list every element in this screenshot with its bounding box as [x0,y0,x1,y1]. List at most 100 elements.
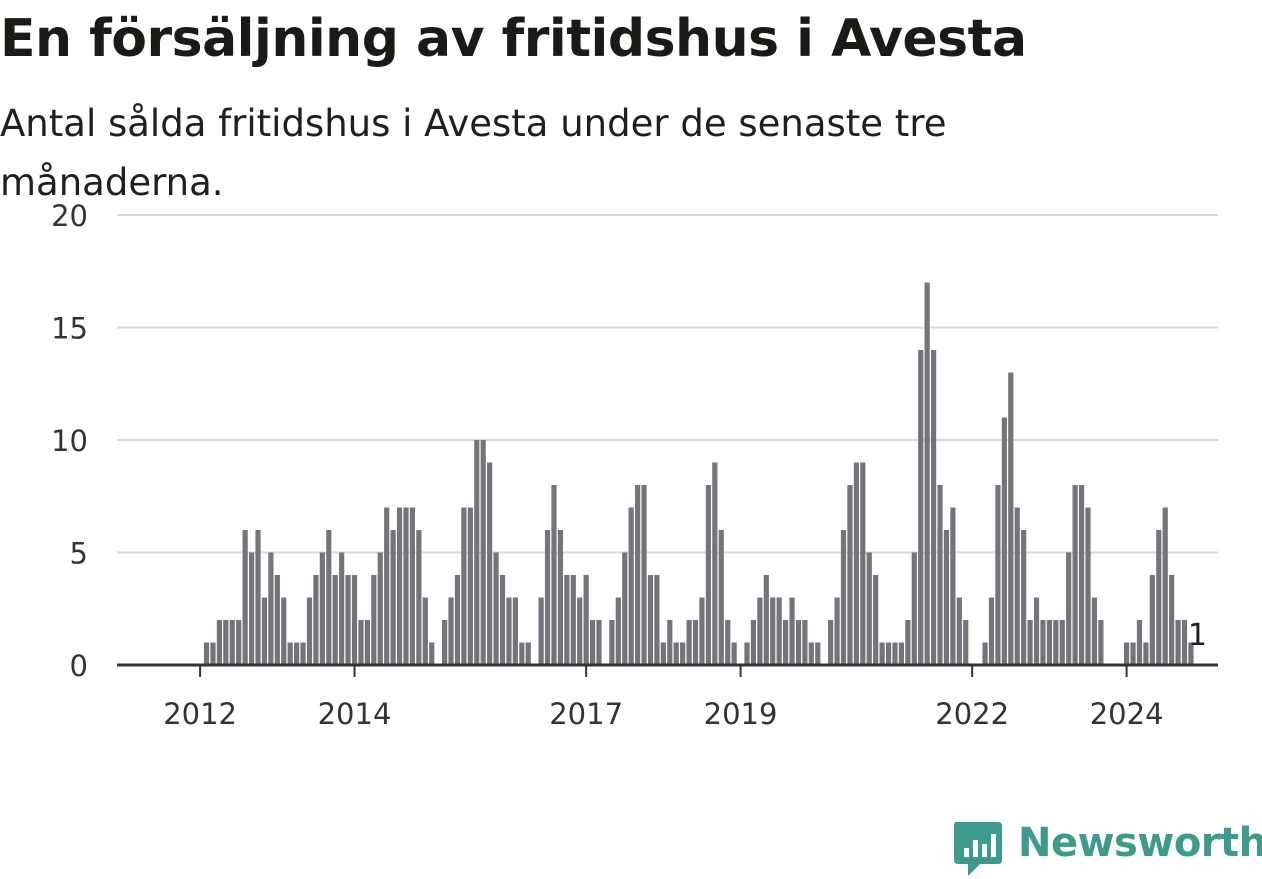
x-tick-label: 2019 [704,697,778,731]
bar [1169,575,1175,665]
bar [860,462,866,665]
bar [538,597,544,665]
bar [512,597,518,665]
bar [345,575,351,665]
x-axis-ticks: 2012 2014 2017 2019 2022 2024 [163,665,1164,731]
bar [358,620,364,665]
bar [203,642,210,665]
bar [577,597,583,665]
bar [660,642,666,665]
x-tick-label: 2014 [318,697,392,731]
bar [596,620,602,665]
bar [1162,507,1168,665]
bar [274,575,280,665]
bar [873,575,879,665]
bar [1130,642,1136,665]
bar [268,552,274,665]
bar [641,485,647,665]
bar [332,575,338,665]
bar [1149,575,1155,665]
bar [699,597,705,665]
bar [692,620,699,665]
bar [223,620,229,665]
bar [1046,620,1052,665]
bar [988,597,995,665]
bar [1085,507,1091,665]
bars [203,282,1194,665]
bar [776,597,782,665]
bar [654,575,660,665]
bar [487,462,493,665]
bar [956,597,962,665]
bar [680,642,686,665]
bar [1143,642,1149,665]
bar [396,507,403,665]
bar [622,552,628,665]
bar [1033,597,1040,665]
bar [216,620,223,665]
bar [506,597,512,665]
bar [770,597,776,665]
bar [635,485,641,665]
y-tick-label: 10 [51,424,88,458]
bar [1188,642,1194,665]
y-tick-label: 20 [51,199,88,233]
bar [474,440,480,665]
chart-subtitle: Antal sålda fritidshus i Avesta under de… [0,102,947,204]
bar [1136,620,1143,665]
bar [454,575,461,665]
bar [557,530,564,665]
bar [815,642,821,665]
bar [564,575,570,665]
bar [1066,552,1072,665]
highlight-value-label: 1 [1188,618,1207,653]
bar [1078,485,1085,665]
bar [879,642,885,665]
bar [950,507,956,665]
y-tick-label: 15 [51,312,88,346]
bar [287,642,293,665]
bar [853,462,859,665]
bar [570,575,576,665]
bar [248,552,255,665]
x-tick-label: 2024 [1090,697,1164,731]
bar [544,530,551,665]
bar [499,575,506,665]
x-tick-label: 2012 [163,697,237,731]
chart-title: En försäljning av fritidshus i Avesta [0,9,1027,69]
bar [364,620,370,665]
bar [892,642,898,665]
bar [236,620,242,665]
bar [429,642,435,665]
bar [371,575,377,665]
bar [930,350,937,665]
bar [1040,620,1046,665]
bar [1053,620,1059,665]
bar [448,597,454,665]
bar [461,507,467,665]
bar [319,552,325,665]
bar [963,620,969,665]
bar [416,530,422,665]
bar [1059,620,1065,665]
bar [725,620,731,665]
bar [1001,417,1007,665]
bar [802,620,808,665]
bar [705,485,711,665]
bar [306,597,313,665]
x-tick-label: 2022 [935,697,1009,731]
bar [1124,642,1130,665]
bar [718,530,724,665]
bar [673,642,679,665]
bar [442,620,448,665]
bar [840,530,847,665]
bar [615,597,621,665]
bar [834,597,840,665]
bar [1098,620,1104,665]
bar [1156,530,1162,665]
bar [1021,530,1027,665]
bar [467,507,473,665]
bar [731,642,737,665]
brand-name: Newsworthy [1018,820,1262,866]
bar [480,440,486,665]
